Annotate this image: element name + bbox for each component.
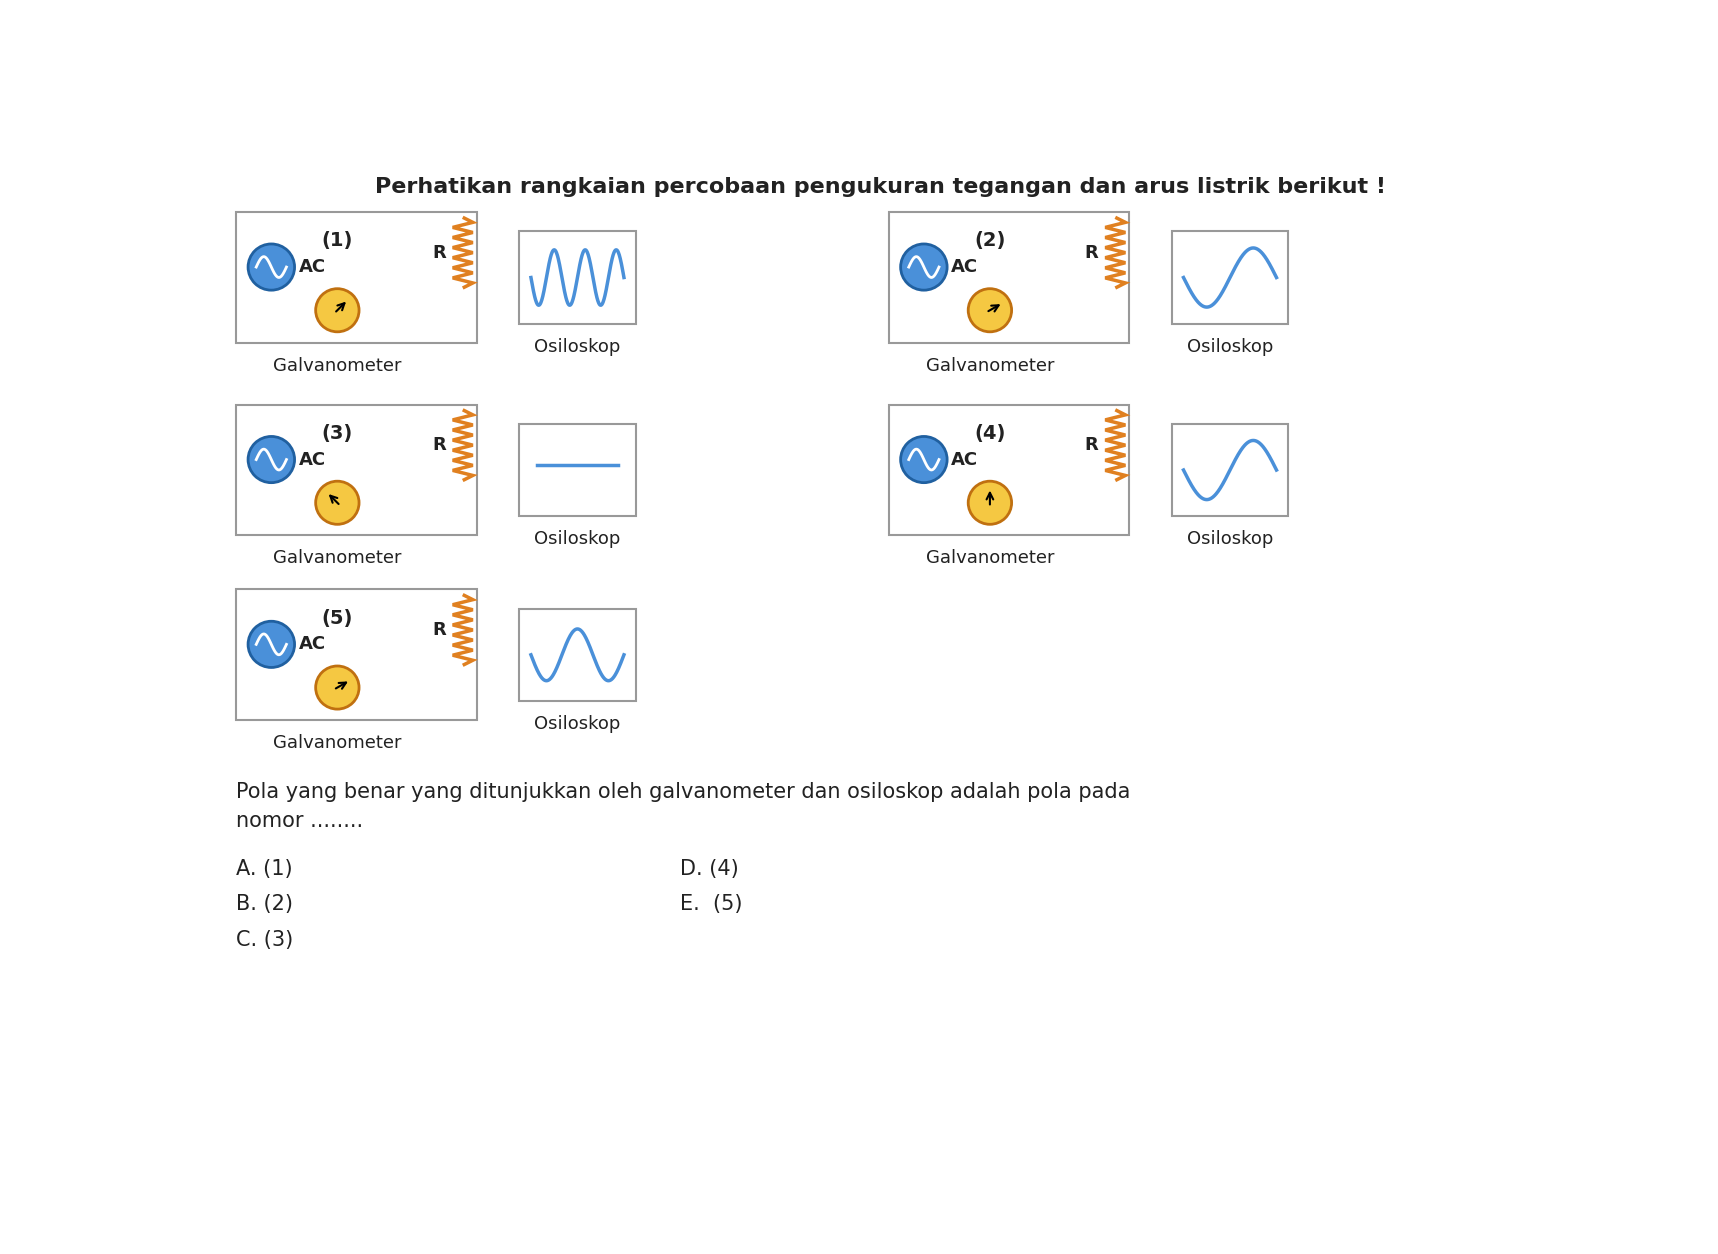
Circle shape <box>247 621 294 667</box>
Bar <box>1172 424 1288 517</box>
Text: Osiloskop: Osiloskop <box>534 715 620 732</box>
Text: Osiloskop: Osiloskop <box>534 337 620 356</box>
Text: C. (3): C. (3) <box>237 929 294 949</box>
Circle shape <box>247 245 294 290</box>
Bar <box>519 608 636 701</box>
Text: Galvanometer: Galvanometer <box>926 357 1055 375</box>
Circle shape <box>316 288 359 332</box>
Text: Perhatikan rangkaian percobaan pengukuran tegangan dan arus listrik berikut !: Perhatikan rangkaian percobaan pengukura… <box>375 177 1386 197</box>
Text: R: R <box>1084 243 1098 262</box>
Text: R: R <box>431 621 445 640</box>
Text: AC: AC <box>299 450 326 469</box>
Text: AC: AC <box>952 258 978 276</box>
Bar <box>888 405 1129 535</box>
Text: AC: AC <box>299 258 326 276</box>
Text: Pola yang benar yang ditunjukkan oleh galvanometer dan osiloskop adalah pola pad: Pola yang benar yang ditunjukkan oleh ga… <box>237 782 1130 831</box>
Text: Osiloskop: Osiloskop <box>534 530 620 548</box>
Circle shape <box>969 288 1012 332</box>
Circle shape <box>316 482 359 524</box>
Text: B. (2): B. (2) <box>237 894 294 914</box>
Text: (4): (4) <box>974 424 1005 443</box>
Text: (2): (2) <box>974 232 1005 251</box>
Text: Osiloskop: Osiloskop <box>1187 337 1273 356</box>
Circle shape <box>247 436 294 483</box>
Circle shape <box>900 436 947 483</box>
Text: (1): (1) <box>321 232 352 251</box>
Text: E.  (5): E. (5) <box>680 894 742 914</box>
Bar <box>237 212 476 344</box>
Text: Galvanometer: Galvanometer <box>273 549 402 567</box>
Text: AC: AC <box>952 450 978 469</box>
Circle shape <box>969 482 1012 524</box>
Text: Osiloskop: Osiloskop <box>1187 530 1273 548</box>
Text: Galvanometer: Galvanometer <box>273 734 402 752</box>
Bar <box>237 589 476 720</box>
Text: (5): (5) <box>321 608 352 628</box>
Bar <box>888 212 1129 344</box>
Text: D. (4): D. (4) <box>680 859 739 879</box>
Bar <box>1172 231 1288 324</box>
Text: R: R <box>431 243 445 262</box>
Text: R: R <box>431 436 445 454</box>
Bar <box>519 231 636 324</box>
Bar <box>237 405 476 535</box>
Text: Galvanometer: Galvanometer <box>926 549 1055 567</box>
Circle shape <box>900 245 947 290</box>
Bar <box>519 424 636 517</box>
Circle shape <box>316 666 359 709</box>
Text: R: R <box>1084 436 1098 454</box>
Text: Galvanometer: Galvanometer <box>273 357 402 375</box>
Text: A. (1): A. (1) <box>237 859 294 879</box>
Text: (3): (3) <box>321 424 352 443</box>
Text: AC: AC <box>299 636 326 653</box>
